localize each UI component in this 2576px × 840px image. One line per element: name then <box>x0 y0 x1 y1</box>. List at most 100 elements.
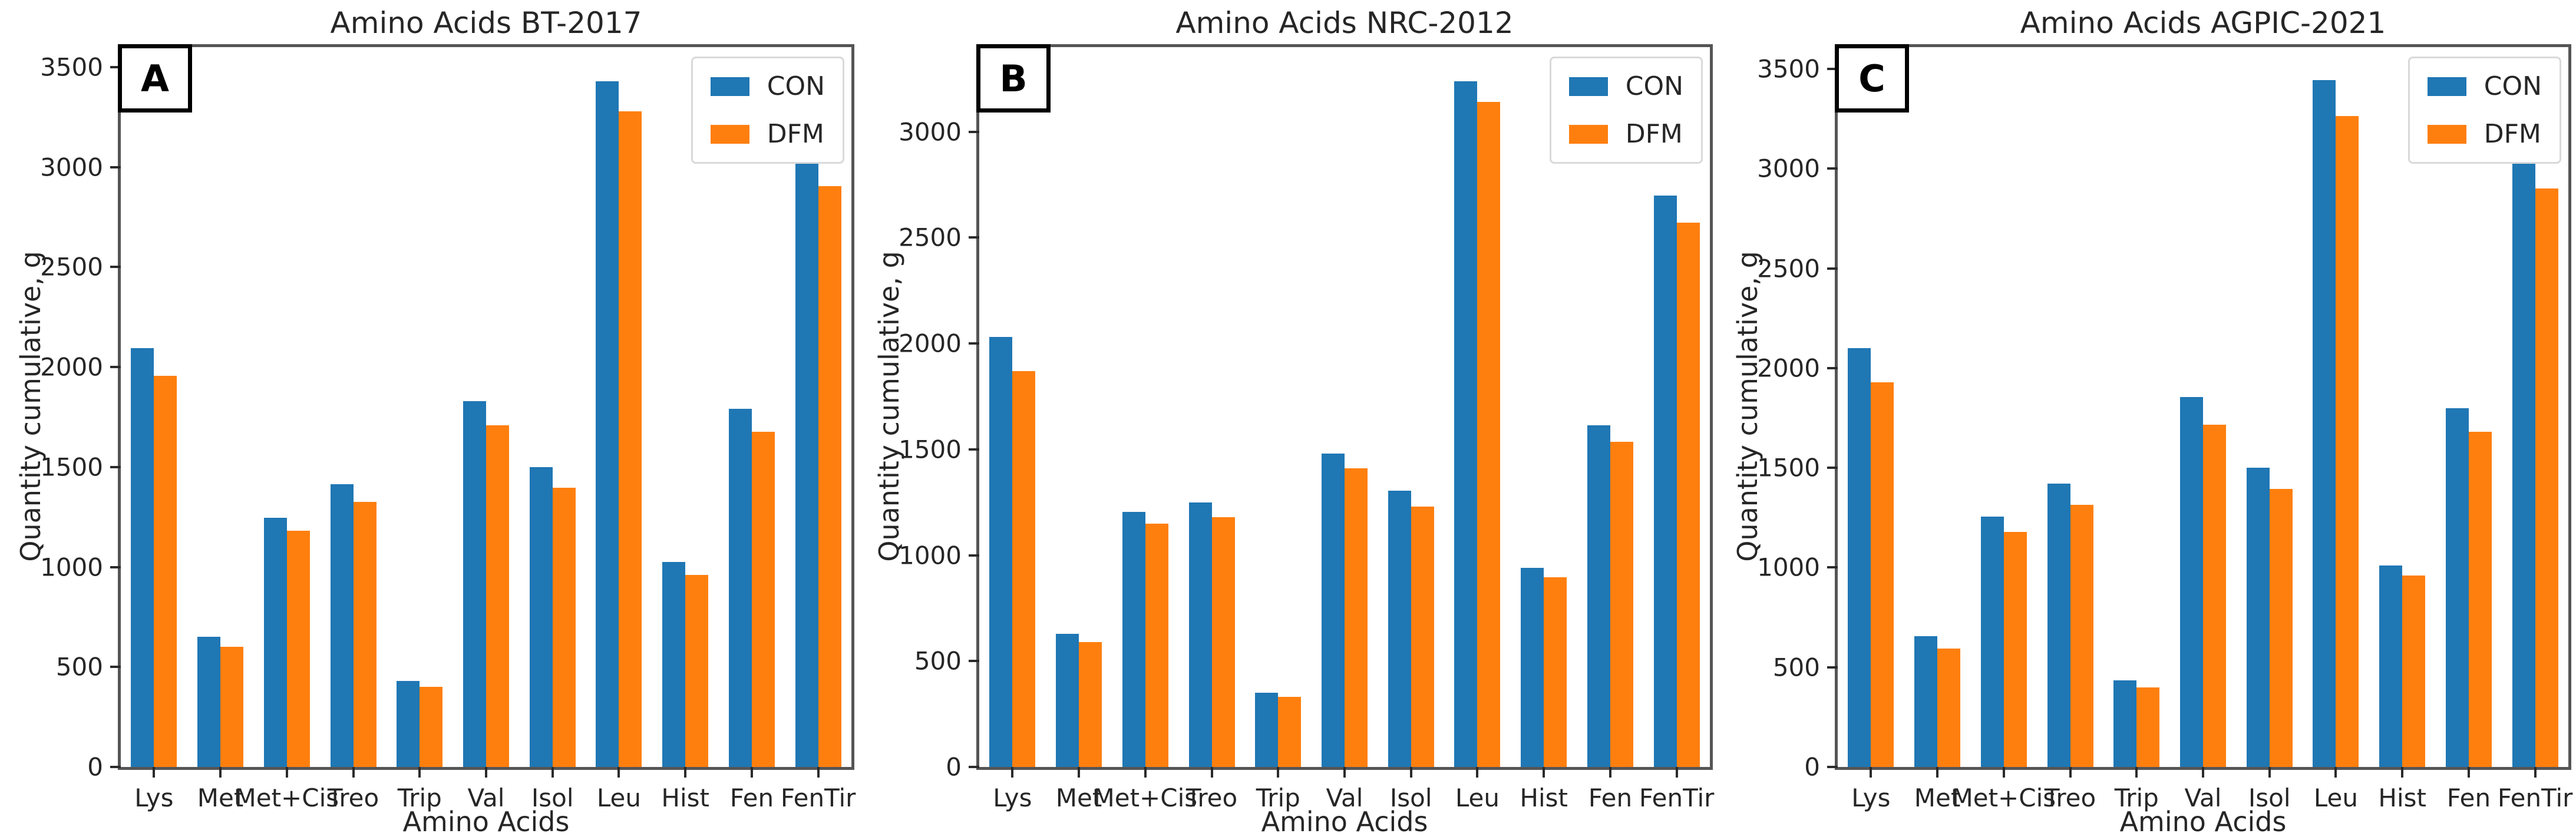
bar-dfm-isol <box>552 488 576 767</box>
x-tick-label: Treo <box>2044 783 2096 812</box>
bar-con-fentir <box>1653 195 1677 767</box>
bar-dfm-fentir <box>1676 223 1700 767</box>
bar-dfm-lys <box>1871 382 1894 767</box>
y-tick-label: 1500 <box>1757 453 1820 482</box>
x-tick-label: Met <box>1914 783 1961 812</box>
legend-entry-dfm: DFM <box>710 119 825 149</box>
x-tick-label: FenTir <box>2497 783 2573 812</box>
x-tick-mark <box>1343 767 1346 778</box>
x-axis-label: Amino Acids <box>2119 806 2287 838</box>
x-tick-mark <box>2202 767 2204 778</box>
x-tick-label: Trip <box>397 783 442 812</box>
x-tick-label: FenTir <box>1639 783 1715 812</box>
x-tick-mark <box>219 767 222 778</box>
x-tick-label: Met <box>1055 783 1102 812</box>
bar-con-lys <box>131 348 154 767</box>
bar-dfm-fentir <box>2535 188 2558 767</box>
y-tick-label: 1500 <box>40 452 103 482</box>
y-tick-mark <box>1827 666 1838 669</box>
x-tick-label: Met+Cis <box>235 783 339 812</box>
y-tick-label: 1500 <box>899 435 962 464</box>
panel-a: Amino Acids BT-2017 Quantity cumulative,… <box>0 0 858 840</box>
x-tick-mark <box>1870 767 1872 778</box>
y-tick-label: 500 <box>1772 653 1820 682</box>
x-tick-mark <box>551 767 554 778</box>
bar-con-isol <box>529 467 553 767</box>
bar-con-leu <box>1454 81 1478 767</box>
y-tick-mark <box>1827 68 1838 71</box>
x-tick-mark <box>2268 767 2271 778</box>
bar-con-met-cis <box>1980 517 2004 767</box>
bar-dfm-treo <box>2070 504 2093 767</box>
bar-dfm-lys <box>1012 371 1036 767</box>
legend: CON DFM <box>1549 57 1703 164</box>
x-tick-mark <box>750 767 753 778</box>
bar-con-lys <box>1848 348 1871 767</box>
legend-entry-dfm: DFM <box>1568 119 1683 149</box>
x-tick-mark <box>1609 767 1611 778</box>
y-tick-mark <box>110 266 121 269</box>
x-tick-label: Trip <box>1256 783 1300 812</box>
panel-c: Amino Acids AGPIC-2021 Quantity cumulati… <box>1717 0 2575 840</box>
legend-swatch-dfm <box>2427 124 2466 144</box>
x-tick-label: Isol <box>2248 783 2291 812</box>
bar-dfm-met-cis <box>286 531 310 767</box>
x-tick-mark <box>352 767 355 778</box>
x-tick-mark <box>2135 767 2138 778</box>
x-tick-mark <box>2401 767 2404 778</box>
legend-swatch-dfm <box>1568 124 1608 144</box>
bar-dfm-isol <box>1411 506 1434 767</box>
chart-title: Amino Acids NRC-2012 <box>1175 6 1514 40</box>
bar-con-lys <box>989 337 1013 767</box>
y-tick-label: 3000 <box>40 153 103 182</box>
x-tick-label: Fen <box>2446 783 2491 812</box>
x-tick-label: Met+Cis <box>1951 783 2056 812</box>
x-axis-label: Amino Acids <box>402 806 570 838</box>
x-tick-mark <box>418 767 421 778</box>
x-tick-label: Isol <box>1389 783 1432 812</box>
legend-entry-con: CON <box>2427 71 2542 101</box>
legend: CON DFM <box>691 57 844 164</box>
y-tick-label: 3000 <box>899 117 962 147</box>
x-tick-mark <box>1936 767 1939 778</box>
x-tick-label: Met+Cis <box>1093 783 1198 812</box>
y-tick-mark <box>969 342 979 345</box>
x-tick-mark <box>2002 767 2005 778</box>
bar-con-met-cis <box>263 518 287 767</box>
bar-dfm-hist <box>2402 576 2426 767</box>
plot-area: C CON DFM 0 500 1000 1500 2000 2500 3000 3500 Lys… <box>1757 44 2572 812</box>
x-tick-label: Met <box>197 783 244 812</box>
y-tick-mark <box>969 448 979 451</box>
x-tick-mark <box>1476 767 1479 778</box>
bar-con-val <box>2180 397 2203 767</box>
bar-con-isol <box>1388 490 1411 767</box>
legend-label-dfm: DFM <box>1625 119 1683 149</box>
bar-dfm-treo <box>1211 517 1235 767</box>
bar-dfm-hist <box>685 575 709 767</box>
x-tick-label: FenTir <box>780 783 856 812</box>
bar-dfm-fen <box>751 432 775 767</box>
y-tick-label: 0 <box>946 752 962 782</box>
x-tick-label: Lys <box>134 783 174 812</box>
x-tick-label: Hist <box>1520 783 1568 812</box>
y-tick-label: 2500 <box>40 252 103 282</box>
legend-entry-con: CON <box>1568 71 1683 101</box>
legend-swatch-con <box>1568 77 1608 96</box>
x-tick-mark <box>617 767 620 778</box>
y-tick-mark <box>110 166 121 168</box>
legend-label-con: CON <box>767 71 825 101</box>
y-tick-label: 2500 <box>1757 254 1820 283</box>
bar-con-fentir <box>795 151 818 767</box>
x-tick-mark <box>2334 767 2337 778</box>
bar-dfm-fen <box>2468 432 2492 767</box>
y-tick-label: 2000 <box>1757 353 1820 383</box>
y-tick-mark <box>1827 267 1838 270</box>
x-tick-label: Val <box>467 783 505 812</box>
bar-dfm-leu <box>1477 102 1501 767</box>
panel-letter: C <box>1835 44 1909 113</box>
bar-dfm-treo <box>353 502 377 767</box>
panel-letter: B <box>976 44 1051 113</box>
bar-con-treo <box>2047 484 2070 767</box>
bar-con-met-cis <box>1122 511 1145 767</box>
bars-layer <box>121 47 851 767</box>
